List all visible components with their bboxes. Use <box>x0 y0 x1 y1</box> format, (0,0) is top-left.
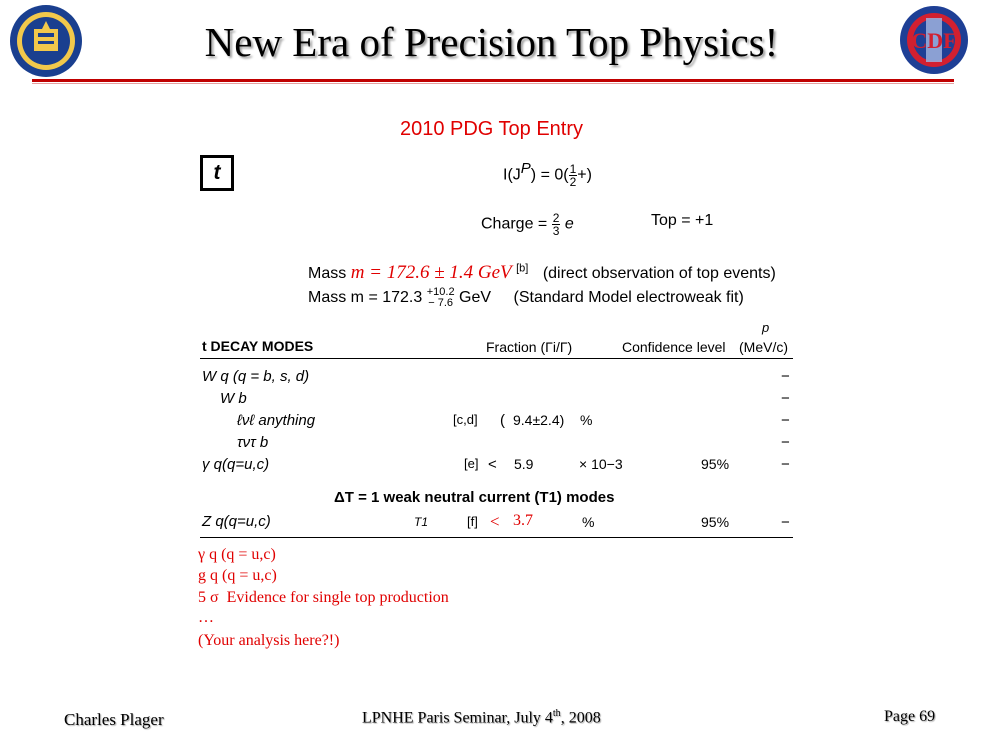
section-header: ΔT = 1 weak neutral current (T1) modes <box>334 489 615 506</box>
title-divider <box>32 79 954 82</box>
reference: [f] <box>467 514 478 529</box>
relation: < <box>490 512 500 531</box>
momentum: − <box>781 456 790 473</box>
addition-your-analysis: (Your analysis here?!) <box>198 632 340 649</box>
footer-page: Page 69 <box>884 708 936 725</box>
addition-g-q: g q (q = u,c) <box>198 567 277 584</box>
mode-tag: T1 <box>414 515 429 529</box>
momentum: − <box>781 412 790 429</box>
addition-single-top: 5 σ Evidence for single top production <box>198 589 449 606</box>
top-quantum: Top = +1 <box>651 212 714 229</box>
decay-mode: W b <box>220 390 247 407</box>
fraction-value: 9.4±2.4) <box>513 412 565 428</box>
addition-ellipsis: … <box>198 609 214 626</box>
momentum: − <box>781 434 790 451</box>
table-header-p-unit: (MeV/c) <box>739 339 788 355</box>
relation: < <box>488 456 497 473</box>
table-header-modes: t DECAY MODES <box>202 338 314 354</box>
reference: [e] <box>464 456 479 471</box>
decay-mode: γ q(q=u,c) <box>202 456 270 473</box>
table-header-confidence: Confidence level <box>622 339 726 355</box>
fraction-unit: % <box>580 412 593 428</box>
fraction-value: 3.7 <box>513 512 533 529</box>
cdf-logo-text: CDF <box>911 28 956 53</box>
table-rule-bottom <box>200 537 793 538</box>
reference: [c,d] <box>453 412 478 427</box>
decay-mode: ℓνℓ anything <box>237 412 316 429</box>
fraction-unit: × 10−3 <box>579 456 623 472</box>
slide-subtitle: 2010 PDG Top Entry <box>399 118 584 140</box>
footer-venue: LPNHE Paris Seminar, July 4th, 2008 <box>362 708 601 727</box>
footer-author: Charles Plager <box>64 710 164 729</box>
fraction-value: 5.9 <box>514 456 534 472</box>
quantum-numbers: I(JP) = 0(1 2 +) <box>503 160 592 189</box>
ucla-seal-logo <box>8 3 84 79</box>
table-header-p: p <box>762 320 770 335</box>
particle-box: t <box>200 155 234 191</box>
table-header-fraction: Fraction (Γi/Γ) <box>486 339 573 355</box>
confidence-level: 95% <box>701 456 730 472</box>
fraction-unit: % <box>582 514 595 530</box>
mass-direct: Mass m = 172.6 ± 1.4 GeV [b] (direct obs… <box>308 262 776 283</box>
addition-gamma-q: γ q (q = u,c) <box>198 546 276 563</box>
confidence-level: 95% <box>701 514 730 530</box>
title-divider-shadow <box>32 83 954 84</box>
momentum: − <box>781 514 790 531</box>
momentum: − <box>781 368 790 385</box>
momentum: − <box>781 390 790 407</box>
mass-fit: Mass m = 172.3 +10.2− 7.6 GeV (Standard … <box>308 286 744 309</box>
relation: ( <box>500 412 505 429</box>
decay-mode: Z q(q=u,c) <box>202 513 271 530</box>
decay-mode: W q (q = b, s, d) <box>202 368 310 385</box>
slide-title: New Era of Precision Top Physics! <box>204 19 779 65</box>
table-rule-top <box>200 358 793 359</box>
cdf-logo: CDF <box>898 4 970 76</box>
decay-mode: τντ b <box>237 434 269 451</box>
